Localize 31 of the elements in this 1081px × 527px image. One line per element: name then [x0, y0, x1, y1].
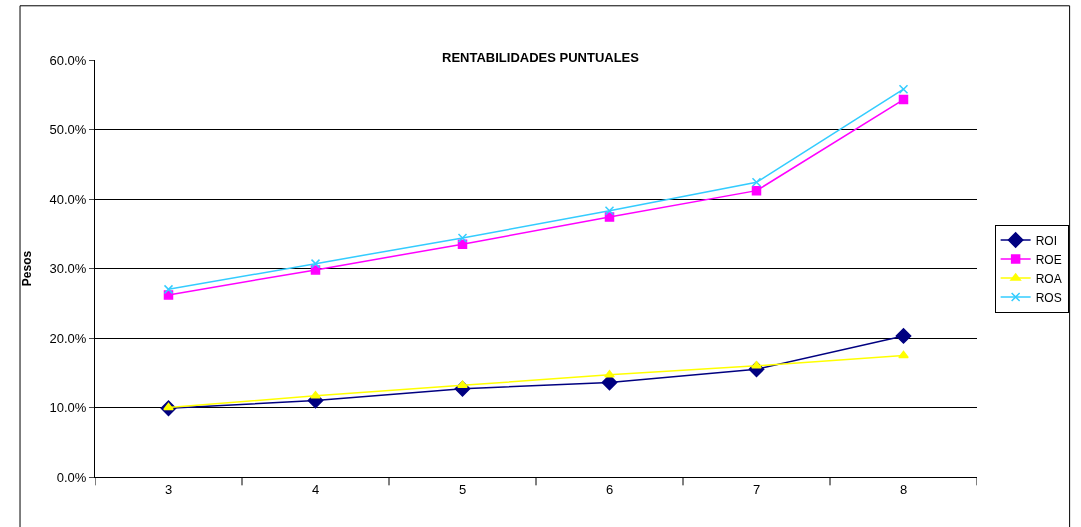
legend-label: ROI [1035, 233, 1057, 248]
y-tick-label: 0.0% [56, 469, 87, 485]
point [751, 185, 762, 196]
x-tick-label: 6 [605, 481, 614, 497]
point [310, 258, 321, 269]
point [163, 284, 174, 295]
point [895, 328, 912, 344]
point [457, 233, 468, 243]
y-tick-label: 10.0% [49, 400, 87, 416]
point [898, 94, 909, 105]
y-tick-label: 40.0% [49, 191, 87, 207]
legend-label: ROS [1035, 290, 1062, 305]
x-tick-label: 4 [311, 481, 320, 497]
x-tick-label: 8 [899, 481, 908, 497]
x-tick-label: 5 [458, 481, 467, 497]
point [604, 206, 615, 216]
point [310, 390, 321, 399]
y-tick-label: 50.0% [49, 122, 87, 138]
point [898, 84, 909, 94]
legend-label: ROE [1035, 252, 1062, 267]
point [751, 177, 762, 188]
chart-title: RENTABILIDADES PUNTUALES [442, 49, 640, 65]
x-tick-label: 3 [164, 481, 173, 497]
legend-label: ROA [1035, 271, 1062, 286]
y-tick-label: 30.0% [49, 261, 87, 277]
y-axis-title: Pesos [19, 250, 34, 287]
x-tick-label: 7 [752, 481, 761, 497]
point [604, 370, 615, 378]
y-tick-label: 20.0% [49, 330, 87, 346]
point [898, 350, 909, 359]
y-tick-label: 60.0% [49, 52, 87, 68]
